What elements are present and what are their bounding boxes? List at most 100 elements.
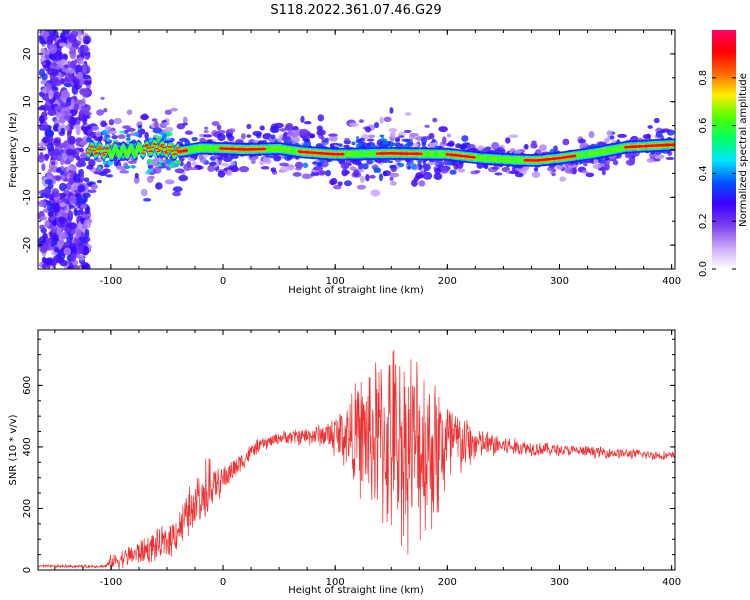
- spectrogram-cell: [46, 203, 53, 212]
- spectrogram-cell: [617, 133, 627, 138]
- spectrogram-cell: [61, 66, 67, 73]
- spectrogram-cell: [332, 184, 342, 190]
- spectrogram-cell: [56, 241, 63, 250]
- spectrogram-cell: [389, 172, 400, 178]
- spectrogram-cell: [191, 136, 198, 142]
- spectrogram-cell: [395, 142, 401, 148]
- spectrogram-cell: [382, 170, 388, 177]
- spectrogram-cell: [356, 184, 367, 190]
- spectrogram-ridge-cell: [101, 154, 106, 156]
- spectrogram-cell: [207, 164, 214, 172]
- spectrogram-cell: [508, 170, 519, 175]
- spectrogram-cell: [612, 159, 619, 166]
- spectrogram-cell: [404, 112, 412, 116]
- spectrogram-cell: [339, 143, 343, 148]
- spectrogram-cell: [41, 163, 46, 171]
- x-tick-label: 100: [326, 577, 345, 588]
- spectrogram-cell: [302, 162, 309, 169]
- spectrogram-cell: [182, 122, 189, 126]
- spectrogram-cell: [80, 237, 88, 244]
- spectrogram-cell: [41, 263, 47, 269]
- spectrogram-cell: [47, 142, 55, 152]
- spectrogram-cell: [78, 254, 85, 261]
- spectrogram-cell: [165, 131, 173, 137]
- spectrogram-cell: [344, 170, 350, 175]
- spectrogram-cell: [588, 131, 595, 139]
- x-tick-label: -100: [100, 276, 123, 287]
- spectrogram-cell: [409, 132, 419, 137]
- spectrogram-cell: [329, 178, 336, 186]
- y-tick-label: 0: [22, 567, 33, 573]
- spectrogram-cell: [164, 109, 172, 115]
- spectrogram-ridge-cell: [175, 147, 180, 149]
- spectrogram-cell: [41, 73, 48, 81]
- spectrogram-cell: [174, 163, 179, 168]
- spectrogram-cell: [146, 175, 154, 184]
- spectrogram-cell: [44, 178, 53, 185]
- spectrogram-cell: [356, 143, 361, 148]
- spectrogram-cell: [445, 142, 454, 147]
- spectrogram-ridge-cell: [156, 150, 161, 153]
- spectrogram-cell: [63, 82, 72, 88]
- spectrogram-cell: [398, 162, 405, 168]
- spectrogram-cell: [54, 234, 60, 242]
- colorbar-tick-label: 0.4: [698, 165, 709, 181]
- spectrogram-cell: [390, 130, 396, 138]
- spectrogram-cell: [96, 179, 102, 184]
- colorbar: 0.0 0.2 0.4 0.6 0.8 Normalized spectral ampl…: [698, 30, 749, 277]
- spectrogram-cell: [270, 134, 276, 140]
- spectrogram-cell: [427, 160, 436, 166]
- spectrogram-cell: [208, 161, 217, 166]
- spectrogram-ridge-cell: [142, 149, 147, 151]
- spectrogram-cell: [229, 166, 240, 173]
- spectrogram-cell: [124, 165, 131, 169]
- spectrogram-cell: [63, 227, 72, 233]
- spectrogram-cell: [72, 173, 81, 183]
- spectrogram-cell: [158, 136, 163, 140]
- spectrogram-cell: [61, 30, 71, 35]
- spectrogram-cell: [239, 165, 250, 173]
- spectrogram-cell: [439, 166, 449, 174]
- spectrogram-cell: [95, 131, 102, 138]
- spectrogram-cell: [84, 55, 90, 60]
- spectrogram-cell: [298, 128, 309, 137]
- spectrogram-cell: [294, 161, 304, 169]
- spectrogram-cell: [48, 90, 54, 100]
- x-tick-label: 300: [550, 577, 569, 588]
- spectrogram-cell: [82, 192, 91, 199]
- x-tick-label: 0: [220, 276, 226, 287]
- spectrogram-cell: [58, 42, 67, 47]
- spectrogram-cell: [50, 225, 58, 234]
- spectrogram-cell: [60, 36, 67, 43]
- spectrogram-cell: [113, 159, 119, 167]
- spectrogram-cell: [279, 166, 290, 173]
- spectrogram-cell: [80, 204, 87, 210]
- spectrogram-cell: [601, 170, 606, 176]
- spectrogram-cell: [373, 122, 380, 129]
- spectrogram-cell: [100, 96, 105, 100]
- spectrogram-cell: [91, 126, 100, 131]
- spectrogram-cell: [647, 125, 653, 129]
- spectrogram-cell: [125, 137, 131, 141]
- spectrogram-cell: [434, 167, 441, 175]
- spectrogram-cell: [67, 265, 73, 269]
- snr-ylabel: SNR (10 * v/v): [8, 414, 19, 485]
- spectrogram-cell: [97, 166, 102, 170]
- spectrogram-cell: [655, 154, 665, 159]
- colorbar-tick-label: 0.8: [698, 70, 709, 86]
- spectrogram-cell: [531, 171, 541, 178]
- spectrogram-cell: [80, 198, 87, 203]
- spectrogram-cell: [38, 115, 46, 124]
- spectrogram-cell: [41, 61, 47, 66]
- spectrogram-cell: [103, 164, 110, 168]
- spectrogram-cell: [337, 181, 343, 186]
- spectrogram-cell: [63, 247, 72, 256]
- spectrogram-cell: [143, 197, 152, 202]
- x-tick-label: 100: [326, 276, 345, 287]
- spectrogram-cell: [48, 52, 57, 61]
- spectrogram-cell: [217, 170, 226, 178]
- colorbar-tick-label: 0.6: [698, 118, 709, 134]
- spectrogram-cell: [58, 216, 66, 224]
- spectrogram-cell: [491, 166, 500, 170]
